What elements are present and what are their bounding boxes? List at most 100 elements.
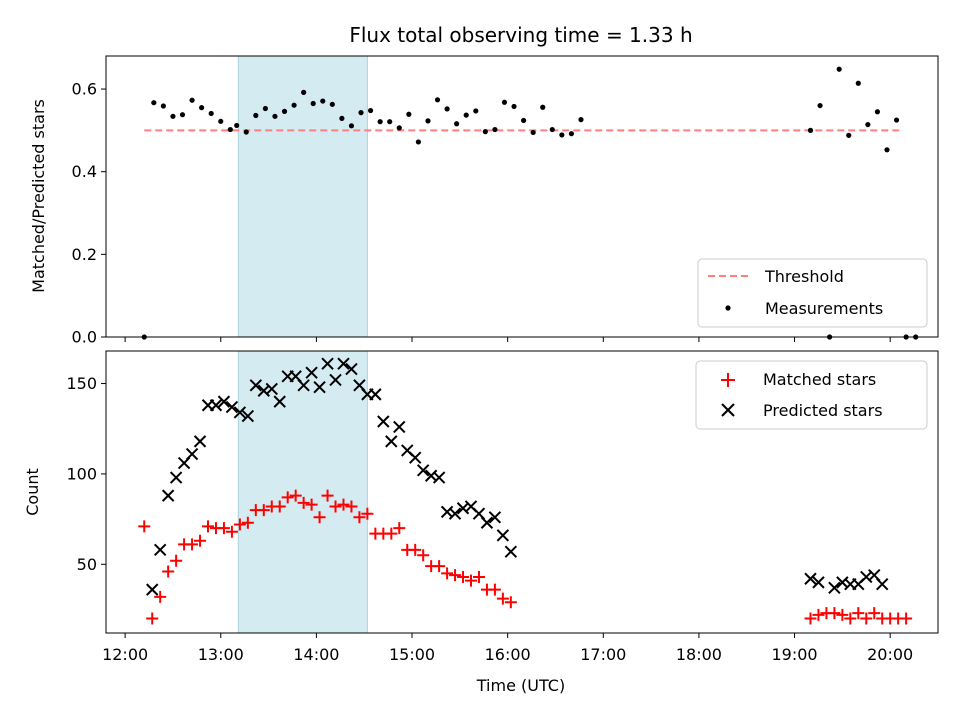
predicted-star-point [225, 400, 239, 414]
bottom-x-tick-label: 15:00 [389, 645, 435, 664]
bottom-y-axis-label: Count [23, 468, 42, 516]
predicted-star-point [828, 581, 841, 595]
matched-star-point [385, 527, 398, 540]
top-shaded-rect [237, 55, 368, 338]
top-y-ticks: 0.0 0.2 0.4 0.6 [72, 80, 106, 347]
matched-star-point [464, 574, 477, 587]
matched-star-point [273, 500, 286, 513]
measurement-point [501, 99, 508, 105]
measurement-point [339, 115, 345, 121]
measurement-point [836, 66, 842, 72]
matched-star-point [488, 583, 501, 596]
predicted-star-point [448, 507, 462, 520]
predicted-star-point [161, 489, 175, 502]
measurement-point [396, 125, 402, 131]
measurement-point [511, 103, 517, 110]
matched-star-point [504, 596, 517, 609]
matched-star-point [852, 607, 865, 620]
top-x-ticks [124, 337, 891, 342]
measurement-point [568, 131, 575, 137]
matched-star-point [233, 518, 246, 531]
matched-star-point [305, 498, 318, 511]
matched-star-point [281, 491, 294, 504]
predicted-star-point [480, 516, 494, 529]
predicted-star-point [345, 362, 358, 376]
measurement-point [884, 147, 890, 153]
matched-star-point [289, 489, 302, 502]
bottom-x-ticks: 12:00 13:00 14:00 15:00 16:00 17:00 18:00 19:00… [102, 633, 913, 664]
predicted-star-point [217, 395, 231, 408]
predicted-star-point [321, 357, 334, 370]
predicted-star-point [241, 409, 255, 423]
matched-star-point [202, 520, 215, 533]
matched-star-point [836, 608, 849, 621]
predicted-star-point [432, 471, 446, 484]
measurement-point [415, 139, 421, 145]
legend-predicted-swatch [721, 403, 735, 417]
predicted-star-point [804, 572, 817, 585]
predicted-star-point [504, 545, 518, 558]
bottom-x-axis-label: Time (UTC) [476, 676, 565, 695]
bottom-predicted-points [146, 357, 889, 596]
top-y-tick-label: 0.4 [72, 162, 97, 181]
measurement-point [320, 98, 326, 104]
matched-star-point [900, 612, 913, 625]
measurement-point [189, 97, 195, 103]
measurement-point [170, 113, 176, 119]
matched-star-point [353, 511, 366, 524]
matched-star-point [337, 498, 350, 511]
measurement-point [865, 121, 871, 128]
matched-star-point [449, 569, 462, 582]
measurement-point [218, 118, 224, 124]
predicted-star-point [146, 583, 159, 596]
matched-star-point [804, 612, 817, 625]
bottom-x-tick-label: 20:00 [867, 645, 913, 664]
measurement-point [367, 107, 374, 114]
matched-star-point [361, 507, 374, 520]
matched-star-point [186, 538, 199, 551]
matched-star-point [313, 511, 326, 524]
measurement-point [454, 121, 460, 127]
matched-star-point [162, 565, 175, 578]
matched-star-point [393, 522, 406, 535]
measurement-point [199, 105, 205, 111]
top-y-tick-label: 0.0 [72, 328, 97, 347]
measurement-point [846, 132, 852, 138]
predicted-star-point [416, 464, 430, 477]
bottom-y-ticks: 50 100 150 [66, 374, 106, 574]
bottom-x-tick-label: 14:00 [293, 645, 339, 664]
bottom-x-tick-label: 12:00 [102, 645, 148, 664]
predicted-star-point [812, 576, 825, 589]
predicted-star-point [313, 380, 326, 394]
chart-title: Flux total observing time = 1.33 h [349, 23, 692, 47]
measurement-point [473, 108, 479, 114]
bottom-x-tick-label: 16:00 [485, 645, 531, 664]
legend-threshold-label: Threshold [764, 267, 844, 286]
measurement-point [406, 111, 412, 117]
matched-star-point [257, 504, 270, 517]
measurement-point [160, 103, 166, 109]
measurement-point [463, 112, 469, 118]
matched-star-point [472, 570, 485, 583]
top-legend: Threshold Measurements [697, 258, 928, 328]
matched-star-point [812, 608, 825, 621]
matched-star-point [345, 500, 358, 513]
measurement-point [807, 127, 814, 133]
measurement-point [520, 117, 527, 124]
measurement-point [310, 100, 316, 107]
measurement-point [243, 129, 249, 135]
legend-matched-swatch [721, 373, 735, 387]
measurement-point [377, 119, 383, 125]
bottom-shaded-span [237, 350, 368, 634]
bottom-y-tick-label: 100 [66, 464, 97, 483]
matched-star-point [496, 592, 509, 605]
bottom-y-tick-label: 150 [66, 374, 97, 393]
measurement-point [358, 110, 364, 116]
measurement-point [893, 117, 900, 123]
matched-star-point [844, 612, 857, 625]
matched-star-point [321, 489, 334, 502]
top-axes-frame [105, 55, 939, 338]
top-panel: 0.0 0.2 0.4 0.6 Matched/Predicted stars Thr… [29, 55, 939, 347]
